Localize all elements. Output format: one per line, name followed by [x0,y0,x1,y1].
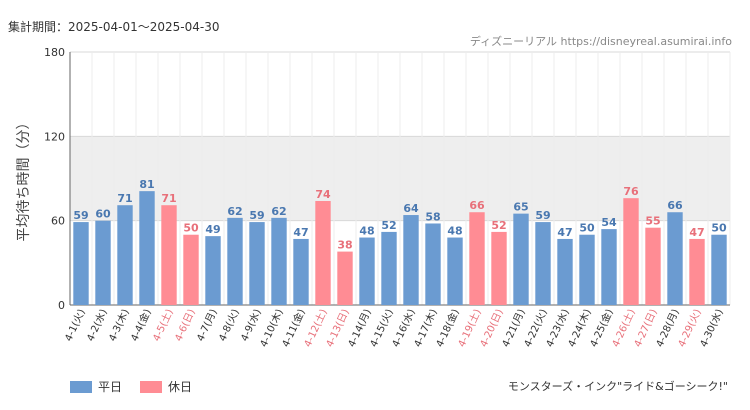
data-label: 55 [645,215,660,228]
data-label: 48 [359,225,374,238]
y-tick-label: 180 [44,46,65,59]
data-label: 49 [205,223,220,236]
bar [205,236,221,305]
bar [403,215,419,305]
y-tick-label: 60 [51,215,65,228]
bar [183,234,199,305]
bar [425,223,441,305]
data-label: 64 [403,202,419,215]
legend-swatch-weekday [70,380,92,393]
bar [623,198,639,305]
bar [359,237,375,305]
data-label: 66 [667,199,683,212]
data-label: 59 [73,209,88,222]
bar [491,231,507,305]
bar [139,191,155,305]
data-label: 60 [95,208,111,221]
data-label: 59 [249,209,264,222]
bar [447,237,463,305]
bar [689,238,705,305]
bar [645,227,661,305]
data-label: 71 [161,192,176,205]
bar [227,217,243,305]
data-label: 50 [183,222,199,235]
data-label: 58 [425,210,440,223]
data-label: 47 [293,226,308,239]
bar [337,251,353,305]
data-label: 62 [227,205,242,218]
data-label: 59 [535,209,550,222]
period-label: 集計期間：2025-04-01～2025-04-30 [8,20,220,34]
data-label: 54 [601,216,617,229]
data-label: 74 [315,188,331,201]
x-tick-label: 4-2(水) [84,307,109,343]
legend-label-holiday: 休日 [168,380,193,394]
legend-item-weekday[interactable]: 平日 [70,378,122,395]
x-tick-label: 4-3(木) [106,307,131,343]
bar [73,222,89,305]
attraction-name: モンスターズ・インク"ライド&ゴーシーク!" [507,380,728,393]
bar [535,222,551,305]
y-axis-title: 平均待ち時間（分） [16,116,32,242]
data-label: 52 [381,219,396,232]
data-label: 71 [117,192,132,205]
bar [95,220,111,305]
bar [249,222,265,305]
data-label: 76 [623,185,639,198]
data-label: 81 [139,178,154,191]
x-tick-label: 4-8(火) [216,307,241,343]
legend-item-holiday[interactable]: 休日 [140,378,192,395]
source-label: ディズニーリアル https://disneyreal.asumirai.inf… [469,35,732,48]
x-tick-label: 4-7(月) [194,307,219,343]
bar [271,217,287,305]
bar [667,212,683,305]
data-label: 50 [579,222,595,235]
data-label: 52 [491,219,506,232]
bar [381,231,397,305]
bar [117,205,133,305]
data-label: 38 [337,239,352,252]
data-label: 65 [513,201,528,214]
data-label: 62 [271,205,286,218]
bar [711,234,727,305]
bar [579,234,595,305]
bar [315,200,331,305]
bar [469,212,485,305]
data-label: 50 [711,222,727,235]
bar [293,238,309,305]
legend-swatch-holiday [140,380,163,393]
data-label: 47 [557,226,572,239]
data-label: 48 [447,225,462,238]
chart-legend: 平日 休日 [70,378,192,395]
bar [161,205,177,305]
y-tick-label: 120 [44,130,65,143]
x-tick-label: 4-6(日) [173,308,197,344]
x-tick-label: 4-9(水) [238,307,263,343]
bar [513,213,529,305]
data-label: 66 [469,199,485,212]
data-label: 47 [689,226,704,239]
bar [601,229,617,305]
legend-label-weekday: 平日 [98,380,123,394]
y-tick-label: 0 [58,299,65,312]
x-tick-label: 4-1(火) [62,307,87,343]
bar [557,238,573,305]
